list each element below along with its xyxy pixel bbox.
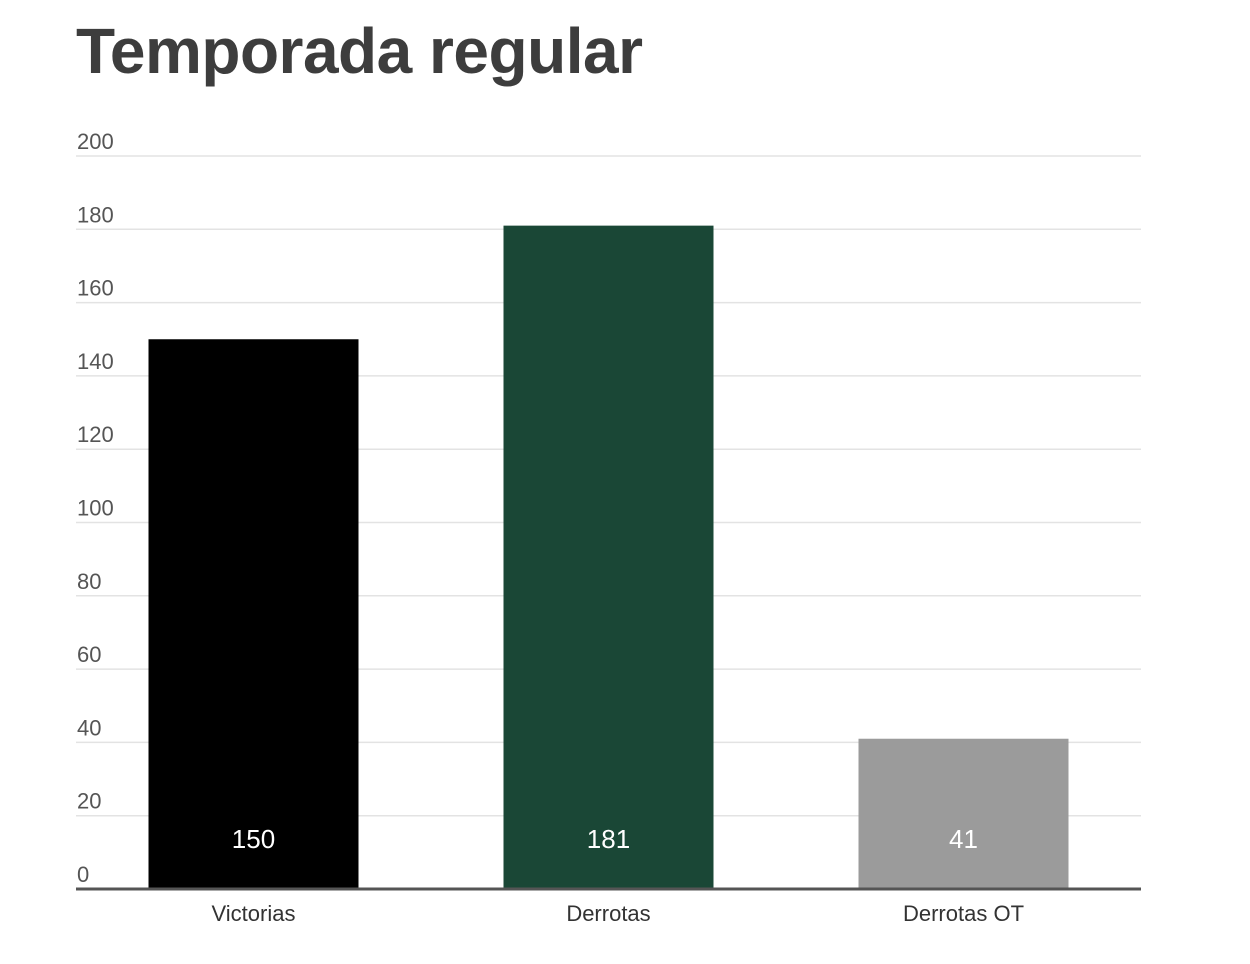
y-axis-ticks: 0 20 40 60 80 100 120 140 160 180 200	[77, 129, 114, 887]
y-tick-label: 140	[77, 349, 114, 374]
y-tick-label: 160	[77, 276, 114, 301]
bars	[148, 225, 1069, 889]
bar-victorias	[148, 339, 359, 889]
data-labels: 150 181 41	[232, 824, 978, 854]
y-tick-label: 100	[77, 496, 114, 521]
x-axis-categories: Victorias Derrotas Derrotas OT	[212, 901, 1025, 926]
y-tick-label: 180	[77, 202, 114, 227]
y-tick-label: 80	[77, 569, 101, 594]
y-tick-label: 20	[77, 789, 101, 814]
x-category-label: Victorias	[212, 901, 296, 926]
data-label: 41	[949, 824, 978, 854]
data-label: 150	[232, 824, 275, 854]
bar-derrotas-ot	[858, 738, 1069, 889]
x-category-label: Derrotas OT	[903, 901, 1024, 926]
y-tick-label: 0	[77, 862, 89, 887]
y-tick-label: 120	[77, 422, 114, 447]
data-label: 181	[587, 824, 630, 854]
y-tick-label: 40	[77, 715, 101, 740]
chart-title: Temporada regular	[76, 15, 643, 87]
bar-derrotas	[503, 225, 714, 889]
y-tick-label: 200	[77, 129, 114, 154]
y-tick-label: 60	[77, 642, 101, 667]
x-category-label: Derrotas	[566, 901, 650, 926]
